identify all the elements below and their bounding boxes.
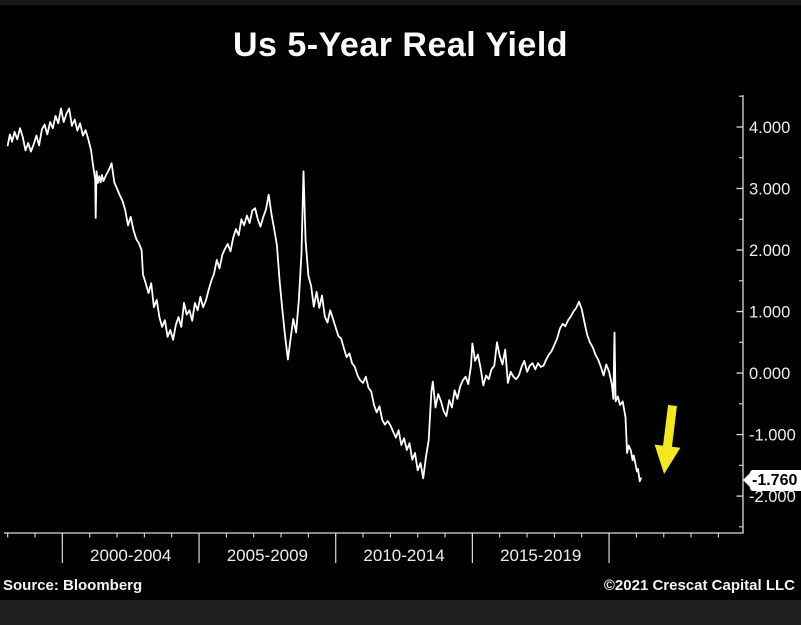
top-edge-strip: [0, 0, 801, 5]
y-tick-label: 0.000: [749, 365, 790, 383]
y-tick-label: 4.000: [749, 119, 790, 137]
chart-title: Us 5-Year Real Yield: [232, 26, 569, 64]
x-range-label: 2015-2019: [500, 546, 581, 565]
x-range-label: 2005-2009: [227, 546, 308, 565]
x-range-label: 2010-2014: [363, 546, 444, 565]
y-tick-label: 3.000: [749, 181, 790, 199]
down-arrow-icon: [654, 404, 681, 474]
price-line: [6, 107, 642, 483]
copyright-label: ©2021 Crescat Capital LLC: [603, 577, 795, 594]
chart-panel: [0, 5, 801, 600]
source-label: Source: Bloomberg: [3, 577, 143, 594]
y-tick-label: 1.000: [749, 304, 790, 322]
x-range-label: 2000-2004: [90, 546, 171, 565]
last-price-tag: -1.760: [743, 470, 801, 491]
y-tick-label: -2.000: [749, 488, 796, 506]
down-arrow-shape: [654, 404, 681, 474]
y-tick-label: -1.000: [749, 427, 796, 445]
y-tick-label: 2.000: [749, 242, 790, 260]
